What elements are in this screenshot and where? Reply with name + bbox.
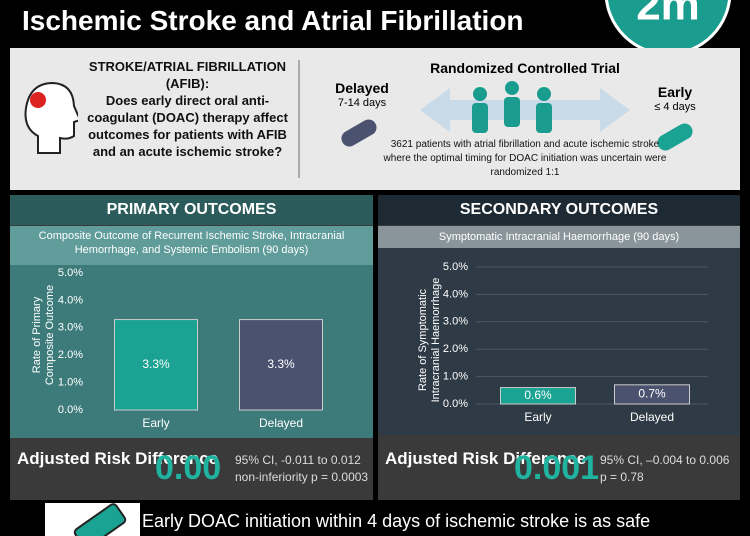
footer-text: Early DOAC initiation within 4 days of i… xyxy=(142,511,651,531)
p-value: non-inferiority p = 0.0003 xyxy=(235,470,369,484)
y-tick-label: 4.0% xyxy=(443,288,468,300)
bar xyxy=(614,384,690,405)
x-tick-label: Delayed xyxy=(630,410,674,424)
y-tick-label: 5.0% xyxy=(58,267,83,279)
head-icon xyxy=(24,81,78,154)
y-tick-label: 0.0% xyxy=(58,404,83,416)
delayed-days: 7-14 days xyxy=(337,97,387,109)
ci: 95% CI, -0.011 to 0.012 non-inferiority p… xyxy=(235,452,368,486)
x-tick-label: Early xyxy=(142,416,169,430)
secondary-chart: 0.0% 1.0% 2.0% 3.0% 4.0% 5.0% 0.6% Early 0.7% Del… xyxy=(443,261,708,424)
secondary-chart-title: Symptomatic Intracranial Haemorrhage (90… xyxy=(378,226,740,248)
y-tick-label: 0.0% xyxy=(443,398,468,410)
bar xyxy=(239,319,323,411)
value-label: 0.6% xyxy=(524,388,552,402)
trial-title: Randomized Controlled Trial xyxy=(430,60,620,76)
y-axis-title: Rate of Primary Composite Outcome xyxy=(31,284,56,386)
footer-icon xyxy=(45,503,140,536)
value-label: 3.3% xyxy=(142,357,170,371)
delayed-label: Delayed xyxy=(335,80,389,96)
result-label: Adjusted Risk Difference xyxy=(385,449,587,468)
trial-icons xyxy=(341,81,693,151)
y-tick-label: 3.0% xyxy=(58,322,83,334)
secondary-heading: SECONDARY OUTCOMES xyxy=(378,195,740,225)
y-tick-label: 5.0% xyxy=(443,261,468,273)
p-value: p = 0.78 xyxy=(600,470,644,484)
result-value: 0.00 xyxy=(155,449,222,487)
intro-panel xyxy=(10,48,740,190)
divider xyxy=(298,60,300,178)
y-tick-label: 4.0% xyxy=(58,294,83,306)
ci-text: 95% CI, –0.004 to 0.006 xyxy=(600,453,730,467)
ci-text: 95% CI, -0.011 to 0.012 xyxy=(235,453,361,467)
result-value: 0.001 xyxy=(514,449,600,487)
early-label: Early xyxy=(657,84,693,100)
primary-chart-title: Composite Outcome of Recurrent Ischemic … xyxy=(10,226,373,265)
trial-description: 3621 patients with atrial fibrillation a… xyxy=(383,139,667,178)
primary-chart: 0.0% 1.0% 2.0% 3.0% 4.0% 5.0% 3.3% Early 3.3% Del… xyxy=(58,267,323,430)
primary-heading: PRIMARY OUTCOMES xyxy=(10,195,373,225)
bar xyxy=(500,387,576,405)
y-tick-label: 3.0% xyxy=(443,316,468,328)
question-text: Does early direct oral anti-coagulant (D… xyxy=(87,93,288,159)
y-tick-label: 2.0% xyxy=(58,349,83,361)
y-tick-label: 1.0% xyxy=(58,377,83,389)
title: Ischemic Stroke and Atrial Fibrillation xyxy=(22,5,524,36)
y-axis-title: Rate of Symptomatic Intracranial Haemorr… xyxy=(417,277,442,403)
value-label: 3.3% xyxy=(267,357,295,371)
result-label: Adjusted Risk Difference xyxy=(17,449,219,468)
ci: 95% CI, –0.004 to 0.006 p = 0.78 xyxy=(600,452,729,486)
early-days: ≤ 4 days xyxy=(654,101,696,113)
value-label: 0.7% xyxy=(638,387,666,401)
x-tick-label: Early xyxy=(524,410,551,424)
y-tick-label: 2.0% xyxy=(443,343,468,355)
bar xyxy=(114,319,198,411)
logo-text: 2m xyxy=(636,0,700,30)
x-tick-label: Delayed xyxy=(259,416,303,430)
y-tick-label: 1.0% xyxy=(443,371,468,383)
question-heading: STROKE/ATRIAL FIBRILLATION (AFIB): xyxy=(88,59,287,91)
question: STROKE/ATRIAL FIBRILLATION (AFIB): Does … xyxy=(80,58,295,160)
